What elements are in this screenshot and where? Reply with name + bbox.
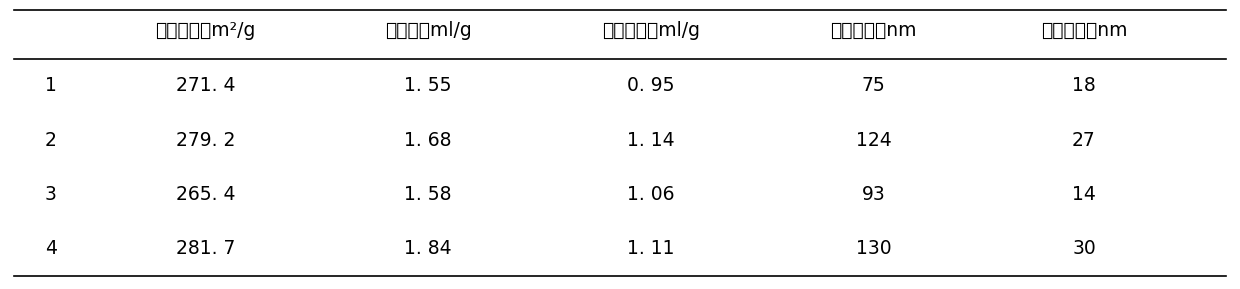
Text: 1. 58: 1. 58 [404, 185, 453, 204]
Text: 18: 18 [1073, 76, 1096, 95]
Text: 281. 7: 281. 7 [176, 240, 236, 258]
Text: 1. 68: 1. 68 [404, 131, 453, 150]
Text: 比表面积，m²/g: 比表面积，m²/g [155, 21, 255, 40]
Text: 介孔孔径，nm: 介孔孔径，nm [1040, 21, 1127, 40]
Text: 大孔孔径，nm: 大孔孔径，nm [831, 21, 916, 40]
Text: 271. 4: 271. 4 [176, 76, 236, 95]
Text: 1. 06: 1. 06 [627, 185, 675, 204]
Text: 30: 30 [1073, 240, 1096, 258]
Text: 4: 4 [45, 240, 57, 258]
Text: 279. 2: 279. 2 [176, 131, 236, 150]
Text: 总孔容，ml/g: 总孔容，ml/g [384, 21, 471, 40]
Text: 75: 75 [862, 76, 885, 95]
Text: 14: 14 [1073, 185, 1096, 204]
Text: 1. 11: 1. 11 [627, 240, 675, 258]
Text: 130: 130 [856, 240, 892, 258]
Text: 3: 3 [45, 185, 57, 204]
Text: 1. 84: 1. 84 [404, 240, 453, 258]
Text: 27: 27 [1073, 131, 1096, 150]
Text: 93: 93 [862, 185, 885, 204]
Text: 大孔孔容，ml/g: 大孔孔容，ml/g [601, 21, 699, 40]
Text: 265. 4: 265. 4 [176, 185, 236, 204]
Text: 0. 95: 0. 95 [627, 76, 675, 95]
Text: 2: 2 [45, 131, 57, 150]
Text: 1. 14: 1. 14 [627, 131, 675, 150]
Text: 124: 124 [856, 131, 892, 150]
Text: 1. 55: 1. 55 [404, 76, 453, 95]
Text: 1: 1 [45, 76, 57, 95]
